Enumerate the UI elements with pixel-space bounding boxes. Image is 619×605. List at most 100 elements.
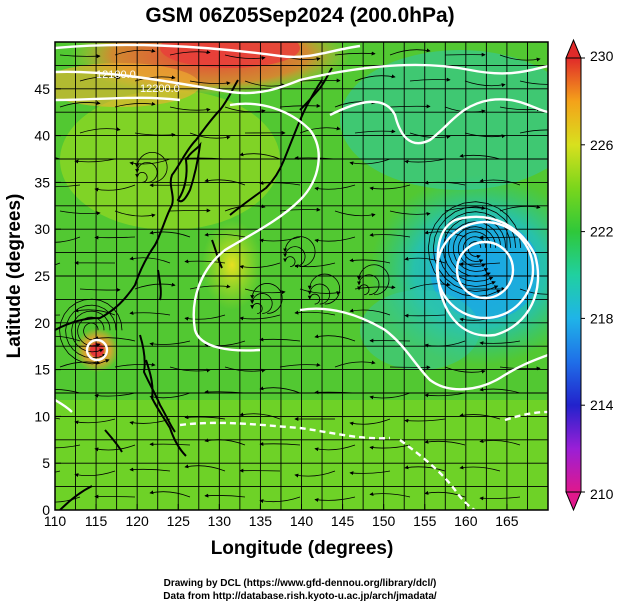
streamline <box>204 438 246 446</box>
field-north-cyan <box>340 50 548 190</box>
streamline <box>409 282 451 290</box>
streamline <box>479 439 521 446</box>
streamline <box>55 184 81 188</box>
streamline <box>369 184 411 191</box>
streamline <box>149 230 191 238</box>
streamline <box>204 232 246 238</box>
streamline <box>134 75 176 82</box>
streamline <box>224 366 266 373</box>
field-patch-manchuria <box>60 90 280 230</box>
streamline <box>239 412 281 420</box>
streamline <box>444 206 486 212</box>
streamline <box>129 467 171 472</box>
streamline <box>149 490 191 498</box>
streamline <box>65 304 117 359</box>
streamline <box>244 80 286 88</box>
streamline <box>55 236 81 243</box>
streamline <box>134 282 176 290</box>
streamline <box>55 470 61 473</box>
streamline <box>369 232 411 238</box>
streamline <box>349 470 391 476</box>
streamline <box>369 492 411 498</box>
streamline <box>427 201 522 297</box>
streamline <box>432 206 517 292</box>
streamline <box>114 48 156 56</box>
streamline <box>129 311 171 316</box>
streamline <box>464 80 506 88</box>
streamline <box>114 362 156 368</box>
streamline <box>462 236 487 263</box>
y-tick-label: 10 <box>34 408 50 424</box>
streamline <box>409 77 451 82</box>
streamline <box>259 337 301 342</box>
streamline <box>459 153 501 160</box>
streamline <box>204 493 246 498</box>
streamline <box>204 178 246 186</box>
x-axis-ticks: 110 115 120 125 130 135 140 145 150 155 160 165 <box>44 504 519 529</box>
streamline <box>55 389 81 394</box>
streamline <box>239 314 281 321</box>
streamline <box>334 360 376 368</box>
streamline <box>149 340 191 347</box>
x-tick-label: 145 <box>331 513 355 529</box>
streamline <box>135 152 168 183</box>
streamline <box>244 288 286 295</box>
streamline <box>59 101 101 108</box>
x-tick-label: 120 <box>125 513 149 529</box>
streamline <box>224 204 266 212</box>
x-tick-label: 155 <box>413 513 437 529</box>
streamline <box>79 127 121 134</box>
streamline <box>457 231 492 268</box>
streamline <box>354 129 396 134</box>
streamline <box>314 390 356 395</box>
streamline <box>129 256 171 264</box>
streamline <box>259 181 301 186</box>
streamline <box>55 335 81 342</box>
x-tick-label: 150 <box>372 513 396 529</box>
streamline <box>77 316 105 348</box>
streamline <box>279 103 321 108</box>
colorbar: 230 226 222 218 214 210 <box>565 38 614 512</box>
streamline <box>424 340 466 348</box>
streamline <box>74 308 116 316</box>
colorbar-tick-label: 222 <box>590 224 614 240</box>
field-patch-yellow <box>202 220 262 310</box>
streamline <box>149 392 191 400</box>
credit-line-2: Data from http://database.rish.kyoto-u.a… <box>163 591 437 602</box>
streamline <box>135 172 148 183</box>
streamline <box>94 235 136 240</box>
streamline <box>169 366 211 373</box>
streamline <box>334 51 376 56</box>
contour-label-12100: 12100.0 <box>96 69 136 81</box>
streamline <box>452 226 497 272</box>
streamline <box>424 180 466 186</box>
streamline <box>169 208 211 213</box>
streamline <box>94 444 136 452</box>
streamline <box>349 308 391 316</box>
streamline <box>239 262 281 269</box>
credit-line-1: Drawing by DCL (https://www.gfd-dennou.o… <box>164 578 437 589</box>
streamline <box>369 392 411 400</box>
streamline <box>71 310 111 353</box>
graticule <box>55 42 548 510</box>
streamline <box>404 418 446 423</box>
streamline <box>184 415 226 420</box>
streamline <box>79 287 121 292</box>
streamline <box>349 158 391 166</box>
y-tick-label: 15 <box>34 362 50 378</box>
x-tick-label: 160 <box>454 513 478 529</box>
colorbar-tick-label: 230 <box>590 48 614 64</box>
x-axis-label: Longitude (degrees) <box>211 538 394 559</box>
streamline <box>354 74 396 82</box>
streamline <box>357 264 390 296</box>
streamline <box>389 104 431 109</box>
streamline <box>299 78 341 83</box>
streamline <box>59 360 101 368</box>
streamline <box>314 184 356 191</box>
colorbar-tick-label: 214 <box>590 397 614 413</box>
streamline <box>294 156 336 160</box>
streamline <box>459 262 501 267</box>
streamline <box>184 314 226 321</box>
y-tick-label: 40 <box>34 128 50 144</box>
